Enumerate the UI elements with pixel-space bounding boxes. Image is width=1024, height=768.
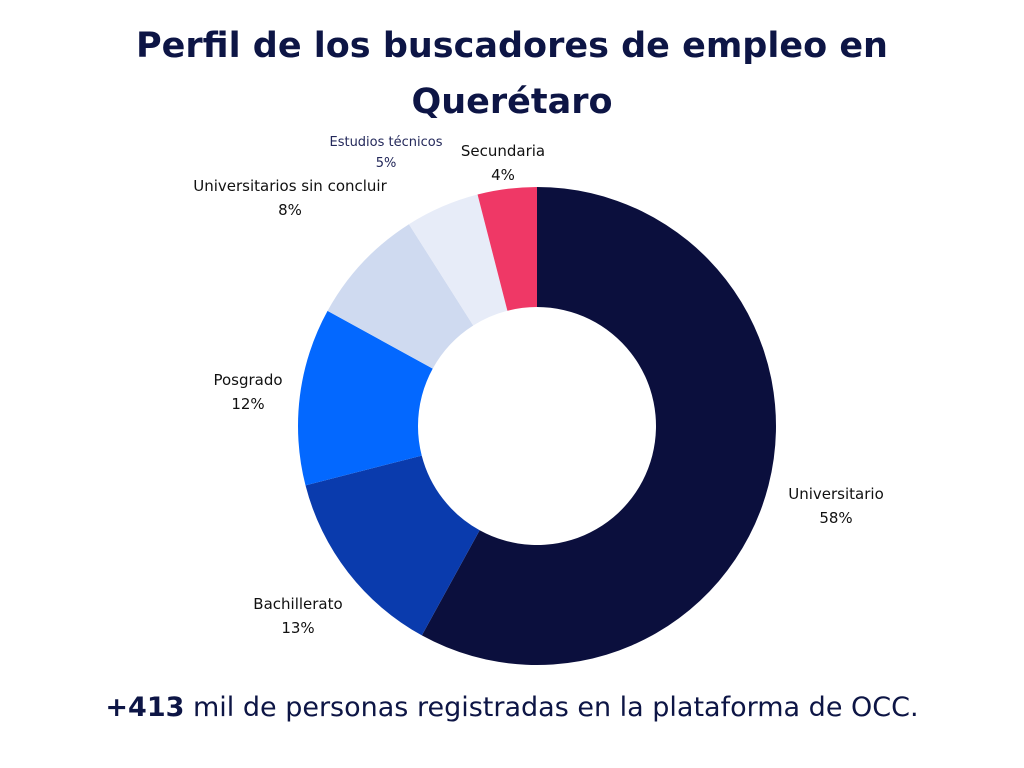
- value-secundaria: 4%: [491, 166, 515, 184]
- footer-highlight: +413: [105, 692, 185, 723]
- label-posgrado: Posgrado: [213, 371, 282, 389]
- footer-text: mil de personas registradas en la plataf…: [184, 692, 919, 723]
- value-universitarios-sin-concluir: 8%: [278, 201, 302, 219]
- footer-note: +413 mil de personas registradas en la p…: [0, 692, 1024, 723]
- slice-estudios-tecnicos: [408, 194, 508, 326]
- label-estudios-tecnicos: Estudios técnicos: [329, 135, 442, 150]
- label-universitarios-sin-concluir: Universitarios sin concluir: [193, 177, 387, 195]
- slice-posgrado: [298, 310, 433, 486]
- slice-universitarios-sin-concluir: [327, 224, 474, 369]
- value-posgrado: 12%: [231, 395, 264, 413]
- label-bachillerato: Bachillerato: [253, 595, 342, 613]
- value-universitario: 58%: [819, 509, 852, 527]
- value-estudios-tecnicos: 5%: [376, 156, 397, 171]
- value-bachillerato: 13%: [281, 619, 314, 637]
- donut-slices: [298, 187, 776, 665]
- chart-title: Perfil de los buscadores de empleo en Qu…: [136, 26, 888, 122]
- label-universitario: Universitario: [788, 485, 884, 503]
- label-secundaria: Secundaria: [461, 142, 545, 160]
- slice-universitario: [421, 187, 776, 665]
- slice-bachillerato: [305, 455, 480, 636]
- slice-secundaria: [477, 187, 537, 311]
- donut-labels: Universitario 58% Bachillerato 13% Posgrado 1…: [193, 135, 884, 637]
